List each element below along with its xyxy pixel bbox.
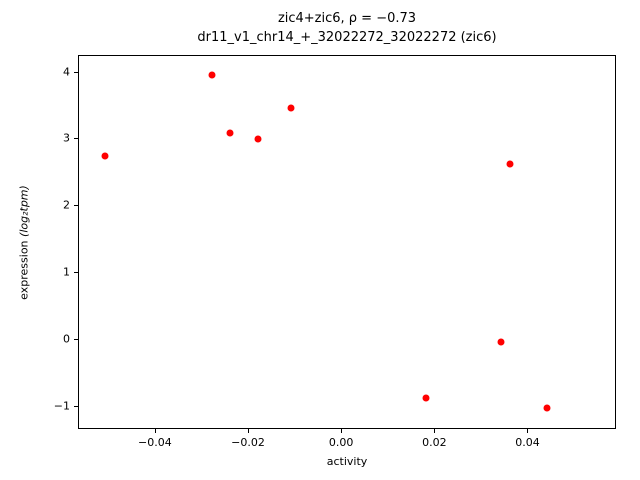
x-tick-label: 0.04 [515, 436, 540, 449]
data-point [101, 152, 109, 160]
y-tick-label: 1 [63, 265, 70, 279]
chart-title: zic4+zic6, ρ = −0.73 [277, 11, 417, 26]
y-tick-mark [74, 338, 78, 340]
y-tick-label: 2 [63, 198, 70, 212]
data-point [287, 104, 295, 112]
data-point [497, 338, 505, 346]
y-axis-label-text: expression [17, 236, 31, 300]
y-tick-label: 4 [63, 65, 70, 79]
title-block: zic4+zic6, ρ = −0.73 dr11_v1_chr14_+_320… [78, 10, 616, 48]
y-tick-mark [74, 405, 78, 407]
x-axis-label: activity [326, 455, 368, 468]
y-tick-label: −1 [53, 399, 70, 413]
x-tick-label: −0.04 [137, 436, 172, 449]
y-tick-label: 0 [63, 332, 70, 346]
data-point [422, 394, 430, 402]
x-tick-mark [527, 429, 529, 433]
data-point [208, 71, 216, 79]
y-tick-mark [74, 71, 78, 73]
chart-subtitle: dr11_v1_chr14_+_32022272_32022272 (zic6) [197, 29, 497, 45]
y-tick-label: 3 [63, 131, 70, 145]
x-tick-label: −0.02 [231, 436, 265, 449]
y-tick-mark [74, 205, 78, 207]
x-tick-mark [341, 429, 343, 433]
y-tick-mark [74, 138, 78, 140]
x-tick-mark [434, 429, 436, 433]
y-tick-mark [74, 272, 78, 274]
x-tick-mark [248, 429, 250, 433]
plot-area [78, 55, 616, 429]
y-axis-label: expression (log₂tpm) [18, 123, 31, 363]
y-axis-label-math: (log₂tpm) [17, 185, 31, 237]
data-point [254, 135, 262, 143]
data-point [543, 404, 551, 412]
data-point [226, 129, 234, 137]
x-tick-mark [154, 429, 156, 433]
data-point [506, 160, 514, 168]
x-tick-label: 0.02 [422, 436, 447, 449]
x-tick-label: 0.00 [328, 436, 354, 449]
